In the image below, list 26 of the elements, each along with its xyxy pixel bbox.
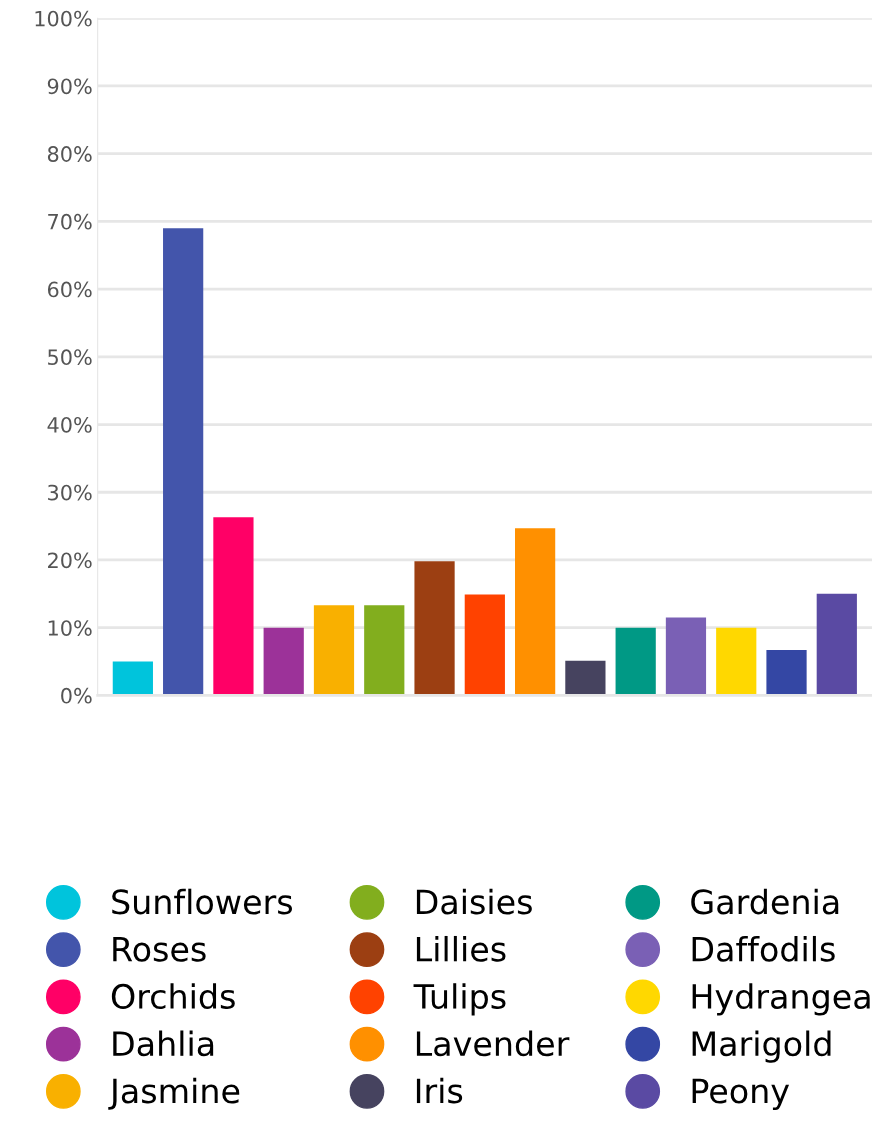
legend-label: Roses [113,936,206,962]
y-tick-label: 20% [48,552,92,569]
legend-label: Iris [416,1077,463,1104]
y-tick-label: 70% [48,213,92,230]
legend-label: Sunflowers [112,888,293,915]
y-tick-label: 10% [48,620,92,636]
legend-label: Hydrangea [692,983,870,1016]
legend-label: Marigold [692,1030,831,1063]
legend-label: Peony [692,1078,790,1110]
y-tick-label: 0% [61,687,92,704]
y-tick-label: 30% [48,484,92,501]
y-tick-label: 40% [47,416,92,433]
legend-label: Daffodils [692,935,835,962]
legend-label: Lavender [416,1030,570,1057]
y-tick-label: 90% [47,78,92,95]
legend-label: Lillies [416,935,506,962]
legend-label: Dahlia [113,1030,214,1057]
legend-label: Orchids [111,983,235,1010]
y-tick-label: 50% [48,349,92,366]
y-tick-label: 60% [47,281,92,298]
y-tick-label: 100% [35,10,92,27]
legend-label: Gardenia [691,888,839,915]
legend-label: Tulips [413,983,506,1016]
legend-label: Jasmine [108,1077,240,1110]
y-tick-label: 80% [47,146,92,162]
legend-label: Daisies [416,888,532,915]
